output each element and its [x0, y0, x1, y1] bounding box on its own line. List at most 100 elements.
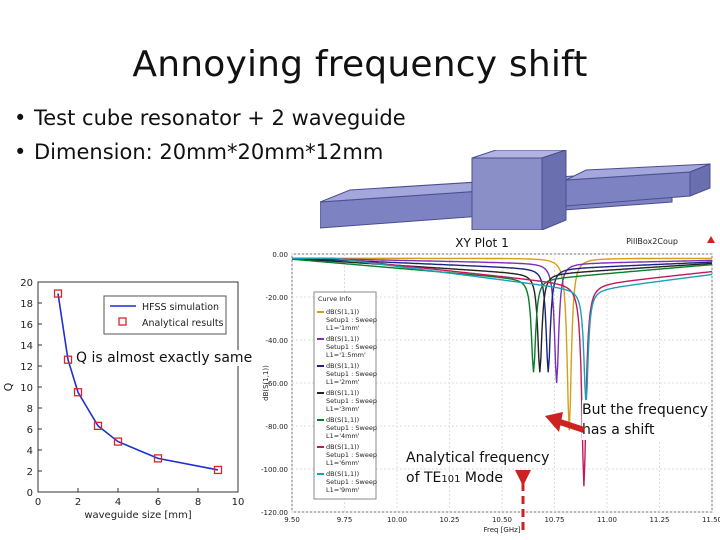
- xy-title: XY Plot 1: [455, 236, 508, 250]
- q-ytick-label: 14: [20, 341, 33, 352]
- bullet-list: • Test cube resonator + 2 waveguide • Dime…: [14, 101, 406, 169]
- analytical-marker: [73, 388, 83, 397]
- q-xtick-label: 6: [155, 497, 161, 508]
- s11-chart: XY Plot 1 PillBox2Coup 0.00 -20.00 -40.00 -60…: [258, 230, 720, 540]
- q-ytick-label: 20: [20, 278, 33, 289]
- xy-ytick-label: 0.00: [272, 251, 288, 259]
- analytical-line-2: of TE101 Mode: [406, 468, 549, 490]
- legend-hfss-label: HFSS simulation: [142, 302, 219, 313]
- analytical-frequency-annotation: Analytical frequency of TE101 Mode: [406, 448, 549, 490]
- q-xtick-label: 10: [232, 497, 245, 508]
- shift-line-2: has a shift: [582, 422, 655, 438]
- xy-legend-label: L1='3mm': [326, 405, 360, 413]
- analytical-marker: [113, 437, 123, 446]
- s11-curve: [292, 257, 713, 373]
- q-xtick-label: 2: [75, 497, 81, 508]
- warning-icon: [707, 236, 715, 243]
- q-ytick-label: 18: [20, 299, 33, 310]
- bullet-item: • Dimension: 20mm*20mm*12mm: [14, 135, 406, 169]
- bullet-item: • Test cube resonator + 2 waveguide: [14, 101, 406, 135]
- xy-legend-label: L1='1.5mm': [326, 351, 366, 359]
- q-ytick-label: 0: [27, 488, 33, 499]
- xy-legend-label: dB(S(1,1)): [326, 470, 359, 478]
- xy-legend-label: dB(S(1,1)): [326, 335, 359, 343]
- te-prefix: of TE: [406, 470, 442, 486]
- xy-legend-label: Setup1 : Sweep: [326, 343, 377, 351]
- xy-ytick-label: -120.00: [261, 509, 288, 517]
- s11-curve: [291, 258, 713, 373]
- xy-legend-label: Setup1 : Sweep: [326, 451, 377, 459]
- xy-legend-title: Curve Info: [318, 295, 352, 303]
- q-xtick-label: 8: [195, 497, 201, 508]
- xy-xtick-label: 10.25: [439, 516, 459, 524]
- xy-xtick-label: 9.50: [284, 516, 300, 524]
- analytical-marker: [53, 289, 63, 298]
- analytical-arrow-head: [515, 470, 531, 486]
- analytical-marker: [93, 421, 103, 431]
- xy-legend-label: Setup1 : Sweep: [326, 316, 377, 324]
- frequency-shift-annotation: But the frequency has a shift: [582, 400, 709, 440]
- xy-xtick-label: 11.00: [597, 516, 617, 524]
- q-xtick-label: 4: [115, 497, 121, 508]
- xy-ytick-label: -100.00: [261, 466, 288, 474]
- xy-xlabel: Freq [GHz]: [483, 526, 520, 534]
- mode-subscript: 101: [441, 474, 461, 485]
- xy-ytick-label: -20.00: [265, 294, 288, 302]
- xy-legend-label: dB(S(1,1)): [326, 362, 359, 370]
- bullet-dot: •: [14, 106, 27, 130]
- slide-title: Annoying frequency shift: [132, 44, 588, 85]
- xy-legend-label: Setup1 : Sweep: [326, 397, 377, 405]
- xy-ytick-label: -80.00: [265, 423, 288, 431]
- q-legend-box: [103, 295, 227, 335]
- analytical-marker: [153, 454, 163, 463]
- hfss-simulation-line: [57, 293, 219, 471]
- q-ytick-label: 10: [20, 383, 33, 394]
- xy-legend-label: L1='4mm': [326, 432, 360, 440]
- xy-header-right: PillBox2Coup: [626, 237, 678, 246]
- xy-xtick-label: 11.25: [649, 516, 669, 524]
- xy-xtick-label: 10.75: [544, 516, 564, 524]
- analytical-marker: [213, 465, 223, 475]
- xy-xtick-label: 10.50: [492, 516, 512, 524]
- xy-ytick-label: -60.00: [265, 380, 288, 388]
- xy-legend-label: Setup1 : Sweep: [326, 370, 377, 378]
- resonator-model-3d: [320, 150, 711, 231]
- xy-legend-label: dB(S(1,1)): [326, 443, 359, 451]
- cube-side: [541, 150, 567, 231]
- bullet-text: Dimension: 20mm*20mm*12mm: [34, 140, 384, 164]
- q-xlabel: waveguide size [mm]: [84, 510, 191, 521]
- analytical-line-1: Analytical frequency: [406, 450, 550, 466]
- xy-legend-label: dB(S(1,1)): [326, 308, 359, 316]
- shift-arrow-head: [545, 412, 563, 432]
- xy-ylabel: dB(S(1,1)): [262, 365, 270, 401]
- q-ytick-label: 12: [20, 362, 33, 373]
- xy-legend-label: Setup1 : Sweep: [326, 478, 377, 486]
- xy-legend-label: L1='1mm': [326, 324, 360, 332]
- q-ytick-label: 6: [27, 425, 33, 436]
- waveguide-right-end: [689, 163, 711, 197]
- q-same-annotation: Q is almost exactly same: [74, 350, 255, 366]
- xy-legend-label: dB(S(1,1)): [326, 389, 359, 397]
- xy-legend-label: dB(S(1,1)): [326, 416, 359, 424]
- analytical-marker: [63, 355, 73, 364]
- xy-legend-label: Setup1 : Sweep: [326, 424, 377, 432]
- q-ytick-label: 16: [20, 320, 33, 331]
- xy-xtick-label: 10.00: [387, 516, 407, 524]
- q-ytick-label: 2: [27, 467, 33, 478]
- xy-xtick-label: 9.75: [337, 516, 353, 524]
- s11-curve: [292, 257, 712, 384]
- bullet-text: Test cube resonator + 2 waveguide: [34, 106, 406, 130]
- q-ytick-label: 8: [27, 404, 33, 415]
- cube-top: [471, 150, 567, 159]
- xy-ytick-label: -40.00: [265, 337, 288, 345]
- s11-curve: [292, 257, 712, 431]
- xy-legend-box: [313, 291, 377, 500]
- mode-suffix: Mode: [460, 470, 504, 486]
- q-xtick-label: 0: [35, 497, 41, 508]
- q-legend: HFSS simulation Analytical results: [103, 295, 227, 335]
- q-chart: 0 2 4 6 8 10 12 14 16 18 20 0 2 4 6 8 10 waveguide size […: [2, 278, 245, 521]
- bullet-dot: •: [14, 140, 27, 164]
- xy-xtick-label: 11.50: [702, 516, 720, 524]
- legend-analytical-marker: [118, 317, 127, 326]
